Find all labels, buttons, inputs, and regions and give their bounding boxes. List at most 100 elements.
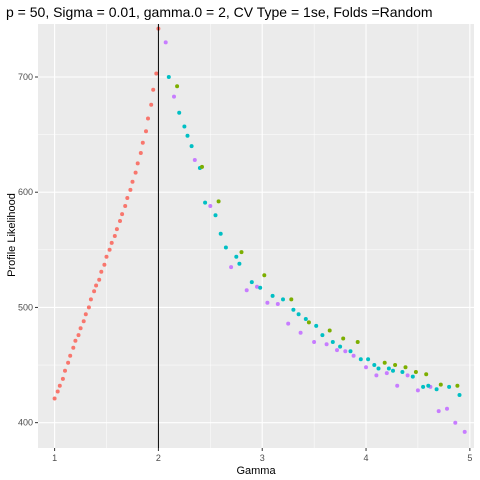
data-point (289, 297, 294, 302)
data-point (281, 297, 285, 302)
data-point (86, 305, 91, 310)
data-point (415, 388, 420, 393)
data-point (123, 204, 128, 208)
data-point (244, 288, 249, 293)
x-tick-label: 5 (467, 453, 472, 463)
x-tick-label: 1 (52, 453, 57, 463)
y-axis-label: Profile Likelihood (6, 193, 18, 277)
data-point (265, 300, 270, 305)
data-point (286, 321, 291, 326)
data-point (384, 371, 389, 376)
data-point (291, 307, 296, 312)
data-point (63, 368, 67, 373)
data-point (57, 383, 62, 388)
data-point (457, 393, 462, 397)
data-point (97, 277, 102, 282)
data-point (330, 340, 335, 344)
data-point (348, 349, 353, 354)
data-point (436, 409, 441, 414)
data-point (128, 187, 133, 192)
data-point (208, 204, 213, 208)
data-point (445, 406, 449, 411)
data-point (200, 164, 204, 169)
data-point (426, 383, 431, 388)
data-point (114, 227, 119, 232)
data-point (434, 387, 439, 392)
data-point (78, 326, 83, 331)
x-tick-label: 4 (364, 453, 369, 463)
data-point (338, 344, 343, 349)
data-point (400, 370, 405, 374)
data-point (68, 353, 73, 358)
data-point (395, 383, 400, 388)
data-point (296, 312, 301, 317)
data-point (312, 340, 317, 344)
data-point (99, 269, 104, 274)
data-point (151, 87, 156, 92)
data-point (324, 342, 329, 347)
data-point (177, 110, 182, 115)
data-point (182, 124, 187, 129)
y-tick-label: 500 (18, 302, 33, 312)
data-point (133, 170, 138, 175)
data-point (374, 373, 379, 378)
data-point (76, 333, 81, 338)
data-point (258, 285, 263, 290)
data-point (135, 161, 140, 166)
data-point (149, 102, 154, 107)
data-point (335, 348, 339, 353)
data-point (382, 360, 387, 365)
data-point (239, 250, 244, 255)
data-point (364, 365, 368, 370)
data-point (140, 140, 145, 145)
data-point (94, 283, 99, 288)
data-point (223, 245, 228, 250)
y-tick-label: 400 (18, 418, 33, 428)
data-point (154, 71, 159, 76)
data-point (118, 219, 122, 223)
data-point (386, 366, 391, 371)
x-axis-ticks: 1 2 3 4 5 (52, 448, 472, 463)
data-point (393, 363, 398, 367)
data-point (355, 340, 360, 344)
y-tick-label: 600 (18, 187, 33, 197)
data-point (130, 179, 135, 184)
data-point (255, 284, 259, 289)
data-point (351, 353, 356, 358)
data-point (320, 333, 325, 338)
data-point (104, 254, 109, 259)
data-point (60, 376, 65, 381)
data-point (146, 116, 150, 121)
x-axis-label: Gamma (236, 465, 276, 477)
data-point (229, 265, 234, 270)
data-point (447, 384, 452, 389)
data-point (66, 360, 71, 365)
data-point (391, 368, 395, 373)
data-point (144, 129, 148, 134)
data-point (71, 345, 76, 350)
data-point (112, 234, 117, 238)
data-point (172, 94, 176, 99)
data-point (376, 366, 381, 371)
data-point (453, 420, 458, 425)
data-point (314, 323, 319, 328)
data-point (249, 280, 254, 285)
data-point (213, 213, 218, 218)
data-point (405, 373, 410, 378)
data-point (438, 382, 443, 387)
data-point (92, 289, 97, 294)
data-point (102, 262, 107, 267)
data-point (424, 372, 429, 377)
data-point (410, 374, 415, 379)
data-point (306, 320, 311, 325)
data-point (81, 319, 86, 324)
data-point (107, 247, 112, 252)
data-point (403, 365, 408, 370)
y-tick-label: 700 (18, 72, 33, 82)
data-point (120, 212, 125, 217)
data-point (166, 75, 171, 79)
data-point (55, 389, 60, 394)
data-point (327, 328, 332, 333)
data-point (421, 384, 426, 389)
